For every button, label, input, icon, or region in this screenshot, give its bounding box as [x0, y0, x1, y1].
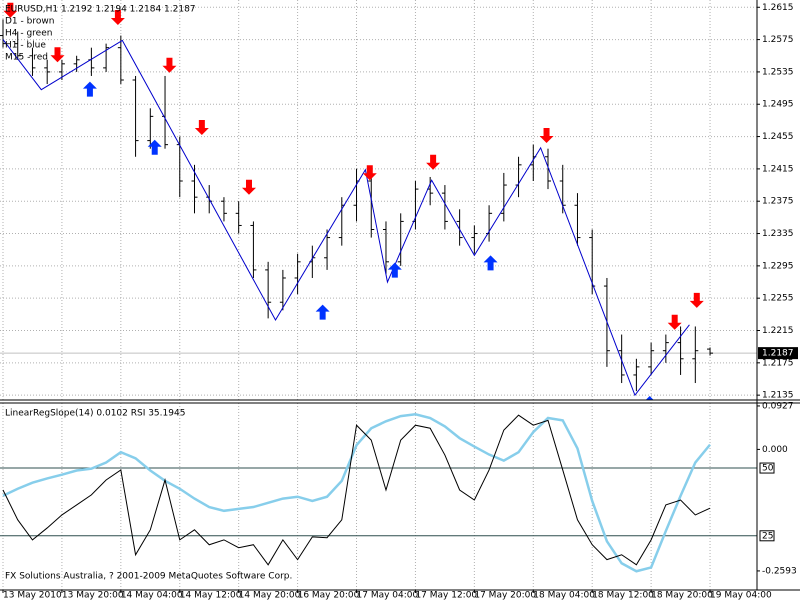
x-tick-label: 13 May 20:00	[62, 591, 124, 600]
x-tick-label: 16 May 20:00	[298, 591, 360, 600]
price-label: 1.2187	[762, 349, 794, 359]
x-tick-label: 17 May 12:00	[415, 591, 477, 600]
sell-arrow	[689, 292, 704, 308]
x-tick-label: 14 May 12:00	[180, 591, 242, 600]
x-tick-label: 18 May 20:00	[651, 591, 713, 600]
y-tick-label: 1.2495	[762, 100, 794, 110]
legend-note: D1 - brown	[5, 17, 54, 27]
x-tick-label: 13 May 2010	[3, 591, 62, 600]
y-tick-label: 1.2175	[762, 358, 794, 368]
y-tick-label: -0.2593	[762, 566, 797, 576]
sell-arrow	[362, 165, 377, 181]
y-tick-label: 1.2215	[762, 326, 794, 336]
buy-arrow	[387, 262, 402, 278]
indicator-title: LinearRegSlope(14) 0.0102 RSI 35.1945	[5, 409, 185, 419]
grid-layer	[0, 0, 757, 590]
x-tick-label: 14 May 20:00	[239, 591, 301, 600]
y-tick-label: 1.2135	[762, 391, 794, 401]
y-tick-label: 1.2535	[762, 67, 794, 77]
x-tick-label: 17 May 20:00	[474, 591, 536, 600]
level-box	[759, 462, 775, 474]
sell-arrow	[426, 154, 441, 170]
legend-note: M15 - red	[5, 53, 48, 63]
indicator-panel	[2, 412, 712, 573]
chart-title: EURUSD,H1 1.2192 1.2194 1.2184 1.2187	[5, 5, 196, 15]
y2-tick-label: 50	[762, 464, 774, 474]
y-tick-label: 1.2415	[762, 164, 794, 174]
buy-arrow	[315, 304, 330, 320]
y-tick-label: 1.2295	[762, 261, 794, 271]
y-tick-label: 1.2615	[762, 3, 794, 13]
y-tick-label: 1.2335	[762, 229, 794, 239]
level-box	[759, 530, 775, 542]
y-tick-label: 0.0927	[762, 401, 794, 411]
sell-arrow	[241, 179, 256, 195]
y-tick-label: 1.2375	[762, 197, 794, 207]
y-tick-label: 1.2255	[762, 294, 794, 304]
x-tick-label: 18 May 04:00	[533, 591, 595, 600]
price-box	[758, 347, 798, 360]
text-layer: EURUSD,H1 1.2192 1.2194 1.2184 1.2187 D1…	[3, 3, 797, 600]
buy-arrow	[645, 395, 654, 400]
legend-note: H4 - green	[5, 29, 52, 39]
buy-arrow	[147, 139, 162, 155]
sell-arrow	[539, 128, 554, 144]
x-tick-label: 18 May 12:00	[592, 591, 654, 600]
x-tick-label: 19 May 04:00	[710, 591, 772, 600]
indicator-line	[2, 414, 711, 566]
buy-arrow	[483, 255, 498, 271]
sell-arrow	[194, 119, 209, 135]
copyright: FX Solutions Australia, ? 2001-2009 Meta…	[5, 572, 292, 582]
y-tick-label: 1.2455	[762, 132, 794, 142]
x-tick-label: 17 May 04:00	[357, 591, 419, 600]
zigzag-line	[2, 39, 690, 397]
legend-note: H1 - blue	[5, 41, 46, 51]
sell-arrow	[110, 10, 125, 26]
x-tick-label: 14 May 04:00	[121, 591, 183, 600]
price-panel	[0, 2, 714, 400]
sell-arrow	[162, 57, 177, 73]
y2-tick-label: 25	[762, 531, 773, 541]
y-tick-label: 0.000	[762, 445, 788, 455]
y-tick-label: 1.2575	[762, 35, 794, 45]
sell-arrow	[50, 47, 65, 63]
sell-arrow	[667, 314, 682, 330]
sell-arrow	[3, 2, 18, 18]
buy-arrow	[82, 81, 97, 97]
indicator-line	[2, 412, 712, 573]
